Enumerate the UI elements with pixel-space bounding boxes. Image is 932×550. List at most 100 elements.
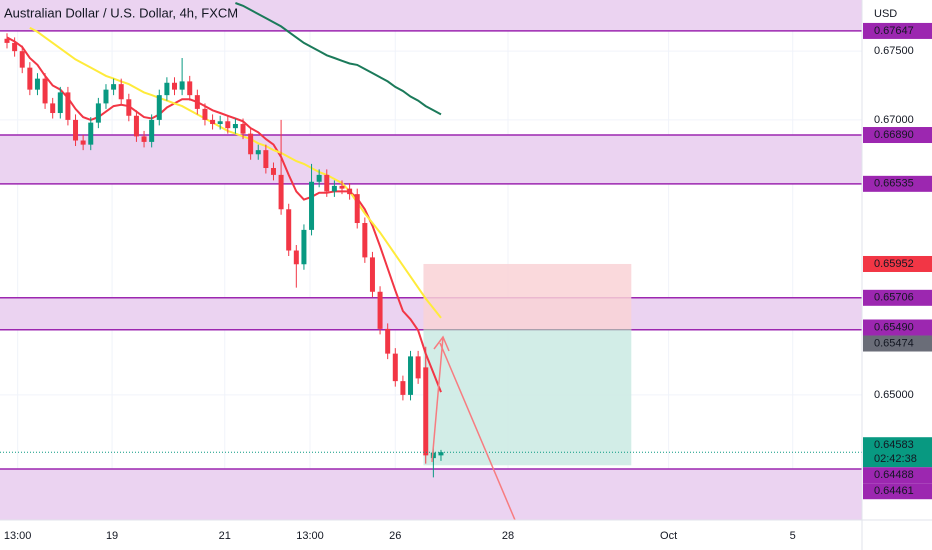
x-tick-label: 21 — [219, 530, 231, 542]
candle-body — [156, 95, 162, 120]
price-label-box — [863, 437, 932, 468]
plot-area — [0, 0, 862, 520]
price-label-box — [863, 467, 932, 484]
candle-body — [34, 78, 40, 90]
price-label-box — [863, 335, 932, 352]
candle-body — [286, 209, 292, 251]
price-label: 0.64583 — [874, 439, 914, 451]
price-label-box — [863, 319, 932, 336]
candle-body — [202, 108, 208, 120]
candle-body — [232, 124, 238, 129]
stop-zone — [423, 263, 632, 330]
trend-arrow — [431, 336, 444, 463]
candle-body — [118, 84, 124, 100]
candle-body — [133, 115, 139, 137]
price-label: 0.66890 — [874, 129, 914, 141]
candle-body — [278, 174, 284, 210]
candle-body — [369, 257, 375, 292]
price-label: 0.65490 — [874, 321, 914, 333]
x-tick-label: 13:00 — [296, 530, 324, 542]
price-label: 0.67647 — [874, 25, 914, 37]
candle-body — [42, 78, 48, 104]
candle-body — [50, 103, 56, 114]
candle-body — [392, 353, 398, 382]
candle-body — [438, 452, 444, 456]
zone — [0, 0, 862, 31]
candle-body — [141, 136, 147, 142]
candle-body — [331, 185, 337, 192]
candle-body — [293, 250, 299, 265]
price-label: 0.66535 — [874, 178, 914, 190]
x-tick-label: 28 — [502, 530, 514, 542]
candle-body — [263, 150, 269, 169]
candle-body — [179, 81, 185, 90]
candle-body — [210, 119, 216, 125]
price-label: 0.65474 — [874, 337, 914, 349]
candle-body — [347, 188, 353, 195]
trend-arrow — [439, 342, 516, 521]
candle-body — [240, 124, 246, 134]
candle-body — [339, 185, 345, 189]
x-tick-label: Oct — [660, 530, 677, 542]
candle-body — [255, 150, 261, 155]
candle-body — [4, 38, 10, 43]
y-tick-label: 0.65000 — [874, 389, 914, 401]
candle-body — [19, 51, 25, 68]
x-tick-label: 19 — [106, 530, 118, 542]
candle-body — [385, 328, 391, 354]
target-zone — [423, 329, 632, 466]
candle-body — [301, 229, 307, 265]
arrow-head — [433, 335, 450, 352]
price-label: 0.65952 — [874, 258, 914, 270]
candle-body — [362, 223, 368, 258]
candle-body — [408, 356, 414, 395]
candle-body — [73, 119, 79, 141]
price-label: 0.64461 — [874, 485, 914, 497]
candle-body — [194, 95, 200, 109]
zone — [0, 468, 862, 520]
price-label-box — [863, 483, 932, 500]
candle-body — [309, 181, 315, 230]
time-axis — [0, 520, 862, 550]
candle-body — [172, 82, 178, 90]
candle-body — [80, 140, 86, 145]
drawings — [431, 335, 516, 521]
candle-body — [65, 92, 71, 120]
candle-body — [88, 122, 94, 145]
price-label-box — [863, 255, 932, 272]
currency: USD — [874, 8, 897, 20]
x-tick-label: 13:00 — [4, 530, 32, 542]
candle-body — [164, 82, 170, 96]
candle-body — [225, 121, 231, 129]
x-tick-label: 5 — [790, 530, 796, 542]
y-tick-label: 0.67000 — [874, 114, 914, 126]
candle-body — [415, 356, 421, 379]
price-label-box — [863, 175, 932, 192]
candle-body — [423, 367, 429, 456]
y-tick-label: 0.67500 — [874, 45, 914, 57]
candle-body — [377, 291, 383, 329]
candle-body — [126, 99, 132, 116]
candle-body — [217, 121, 223, 125]
price-label-box — [863, 289, 932, 306]
candle-body — [57, 92, 63, 114]
candle-body — [316, 174, 322, 182]
countdown: 02:42:38 — [874, 453, 917, 465]
candle-body — [95, 103, 101, 123]
price-label: 0.64488 — [874, 469, 914, 481]
candle-body — [248, 133, 254, 155]
candle-body — [187, 81, 193, 96]
candle-body — [12, 42, 18, 52]
candle-body — [354, 194, 360, 224]
candle-body — [149, 119, 155, 142]
price-label-box — [863, 22, 932, 39]
candle-body — [27, 67, 33, 90]
candle-body — [103, 89, 109, 104]
price-label-box — [863, 127, 932, 144]
zone — [0, 135, 862, 184]
chart-title: Australian Dollar / U.S. Dollar, 4h, FXC… — [4, 5, 238, 20]
candle-body — [400, 381, 406, 395]
moving-average — [235, 2, 442, 116]
axis-labels: 0.67500 0.67000 0.65000 13:00 19 21 13:00 26 28 O… — [4, 22, 932, 542]
